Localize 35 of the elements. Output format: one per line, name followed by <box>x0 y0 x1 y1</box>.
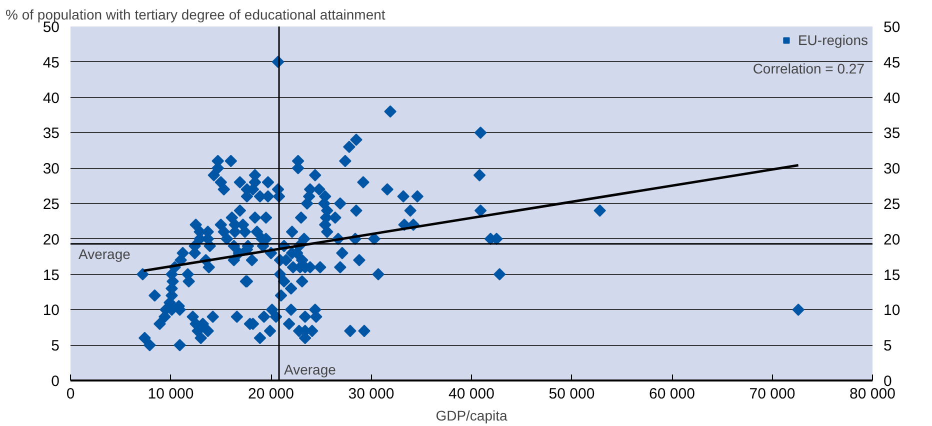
ref-line-label: Average <box>78 246 131 262</box>
y-tick-label: 5 <box>51 338 60 355</box>
y2-tick-label: 5 <box>884 338 892 355</box>
y2-tick-label: 25 <box>884 196 900 213</box>
x-tick-label: 80 000 <box>850 386 896 402</box>
x-axis-title: GDP/capita <box>436 408 508 424</box>
x-tick-label: 20 000 <box>248 386 294 402</box>
y-tick-label: 0 <box>51 373 60 390</box>
y-tick-label: 40 <box>42 90 60 107</box>
y-tick-label: 15 <box>42 266 60 284</box>
y2-tick-label: 15 <box>884 266 900 284</box>
y2-tick-label: 40 <box>884 90 900 107</box>
y-tick-label: 25 <box>42 196 60 213</box>
ref-line-label: Average <box>284 362 336 378</box>
x-tick-label: 30 000 <box>348 386 394 402</box>
y-tick-label: 30 <box>42 160 60 178</box>
y-tick-label: 35 <box>42 125 60 142</box>
x-tick-label: 60 000 <box>649 386 695 402</box>
legend-label: EU-regions <box>798 32 868 48</box>
x-tick-label: 40 000 <box>448 386 494 402</box>
y2-tick-label: 30 <box>884 160 900 178</box>
y-tick-label: 20 <box>42 231 60 248</box>
y2-tick-label: 45 <box>884 54 900 72</box>
x-tick-label: 70 000 <box>749 386 796 402</box>
y-tick-label: 10 <box>42 302 60 320</box>
x-tick-label: 0 <box>66 386 75 402</box>
y2-tick-label: 20 <box>884 231 900 248</box>
y2-tick-label: 10 <box>884 302 900 320</box>
y2-tick-label: 50 <box>884 19 900 36</box>
x-tick-label: 50 000 <box>548 386 595 402</box>
y2-tick-label: 35 <box>884 125 900 142</box>
y-tick-label: 45 <box>42 54 60 72</box>
annotation: Correlation = 0.27 <box>752 60 865 76</box>
x-tick-label: 10 000 <box>148 386 194 402</box>
y-axis-title: % of population with tertiary degree of educational attainment <box>6 6 386 22</box>
